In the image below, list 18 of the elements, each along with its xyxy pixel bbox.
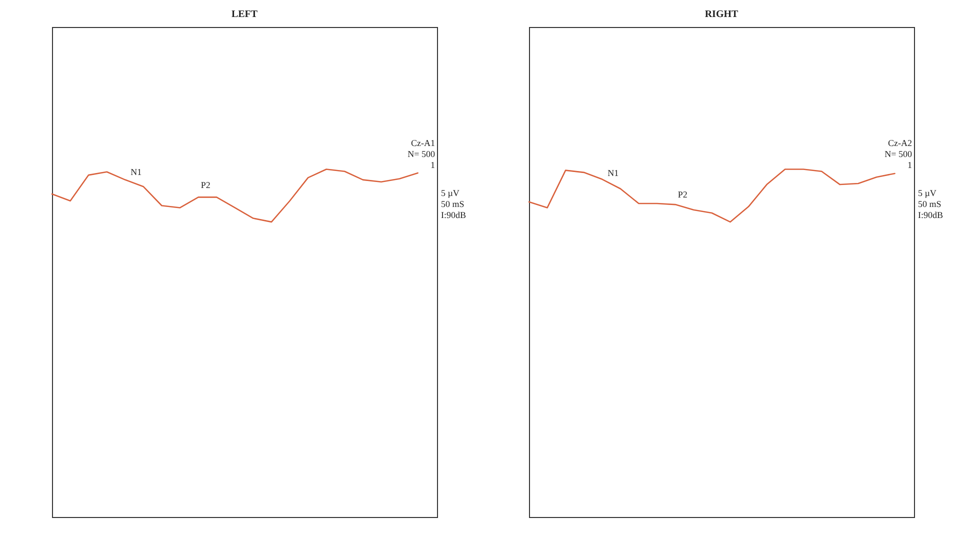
- chart-title: LEFT: [231, 9, 258, 20]
- annotation: P2: [678, 190, 688, 200]
- text: 1: [908, 160, 912, 170]
- text: Cz-A2: [888, 138, 912, 148]
- text: I:90dB: [441, 210, 466, 220]
- annotation: N1: [608, 168, 619, 178]
- text: N= 500: [408, 149, 436, 159]
- text: 5 µV: [441, 188, 460, 198]
- annotation: P2: [200, 180, 210, 190]
- annotation: N1: [130, 166, 142, 177]
- text: I:90dB: [918, 210, 944, 220]
- text: 5 µV: [918, 188, 937, 198]
- text: N= 500: [884, 149, 912, 159]
- text: 1: [430, 160, 435, 170]
- text: 50 mS: [441, 199, 464, 209]
- chart-title: RIGHT: [704, 9, 738, 20]
- text: 50 mS: [918, 199, 942, 209]
- text: Cz-A1: [411, 138, 435, 148]
